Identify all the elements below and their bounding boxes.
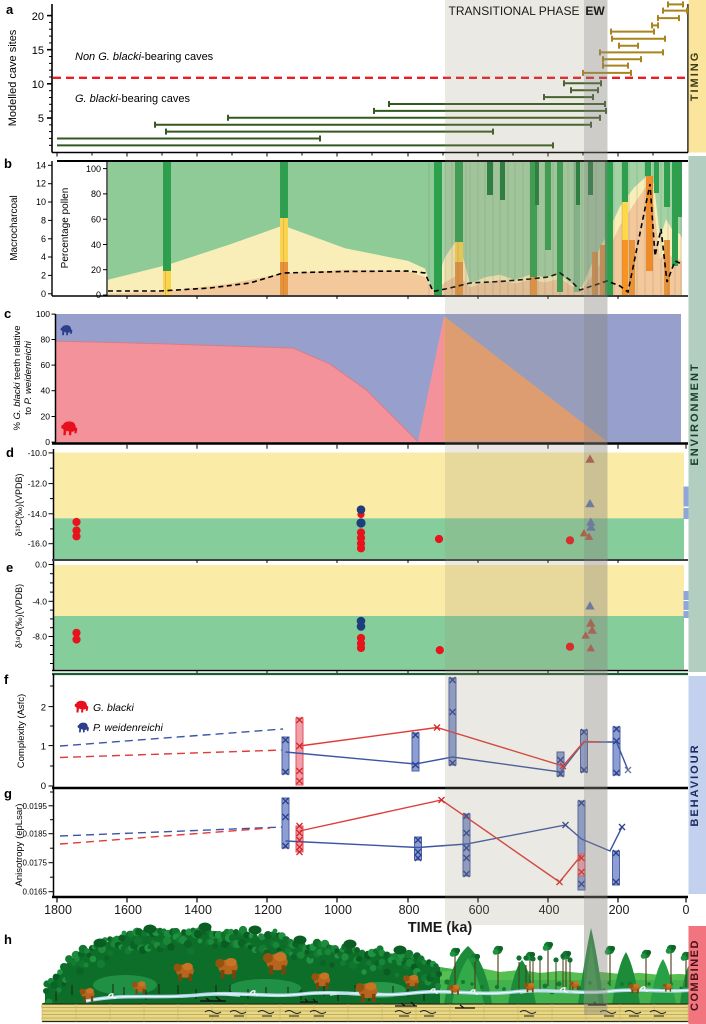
svg-text:0: 0 bbox=[96, 290, 101, 300]
svg-text:c: c bbox=[4, 306, 11, 321]
svg-text:800: 800 bbox=[399, 903, 420, 917]
svg-text:δ¹³C(‰)(VPDB): δ¹³C(‰)(VPDB) bbox=[14, 473, 24, 536]
svg-text:-14.0: -14.0 bbox=[28, 509, 48, 519]
svg-text:Anisotropy (epLsar): Anisotropy (epLsar) bbox=[14, 804, 25, 887]
svg-text:P. weidenreichi: P. weidenreichi bbox=[93, 722, 164, 734]
svg-text:20: 20 bbox=[91, 265, 101, 275]
svg-text:100: 100 bbox=[86, 164, 101, 174]
svg-text:-12.0: -12.0 bbox=[28, 479, 48, 489]
svg-text:f: f bbox=[4, 672, 9, 687]
svg-text:to P. weidenreichi: to P. weidenreichi bbox=[23, 340, 34, 415]
svg-text:12: 12 bbox=[36, 179, 46, 189]
svg-text:EW: EW bbox=[585, 4, 605, 18]
svg-text:G. blacki-bearing caves: G. blacki-bearing caves bbox=[75, 93, 190, 105]
svg-text:0: 0 bbox=[41, 781, 46, 792]
svg-text:6: 6 bbox=[41, 234, 46, 244]
svg-text:20: 20 bbox=[32, 11, 44, 23]
svg-text:d: d bbox=[6, 445, 14, 460]
svg-text:1000: 1000 bbox=[324, 903, 352, 917]
svg-text:0: 0 bbox=[45, 437, 50, 447]
svg-text:G. blacki: G. blacki bbox=[93, 702, 135, 714]
svg-text:Macrocharcoal: Macrocharcoal bbox=[9, 195, 20, 261]
svg-text:20: 20 bbox=[41, 412, 51, 422]
svg-text:0.0165: 0.0165 bbox=[23, 888, 48, 897]
svg-text:1200: 1200 bbox=[254, 903, 282, 917]
svg-text:80: 80 bbox=[91, 189, 101, 199]
svg-text:1400: 1400 bbox=[184, 903, 212, 917]
svg-text:5: 5 bbox=[38, 113, 44, 125]
svg-text:Modelled cave sites: Modelled cave sites bbox=[7, 29, 19, 126]
svg-text:0.0195: 0.0195 bbox=[23, 802, 48, 811]
svg-text:0.0175: 0.0175 bbox=[23, 859, 48, 868]
svg-text:-10.0: -10.0 bbox=[28, 448, 48, 458]
svg-text:e: e bbox=[6, 560, 13, 575]
svg-text:400: 400 bbox=[539, 903, 560, 917]
svg-text:δ¹⁸O(‰)(VPDB): δ¹⁸O(‰)(VPDB) bbox=[14, 584, 24, 648]
svg-text:14: 14 bbox=[36, 160, 46, 170]
svg-text:Complexity (Asfc): Complexity (Asfc) bbox=[16, 694, 27, 768]
svg-text:-4.0: -4.0 bbox=[32, 596, 47, 606]
svg-text:1600: 1600 bbox=[114, 903, 142, 917]
svg-text:ENVIRONMENT: ENVIRONMENT bbox=[689, 362, 701, 465]
svg-text:15: 15 bbox=[32, 45, 44, 57]
svg-text:0.0: 0.0 bbox=[35, 560, 47, 570]
svg-text:TIME (ka): TIME (ka) bbox=[408, 920, 473, 936]
svg-text:0.0185: 0.0185 bbox=[23, 830, 48, 839]
svg-text:2: 2 bbox=[41, 270, 46, 280]
svg-text:200: 200 bbox=[609, 903, 630, 917]
svg-text:10: 10 bbox=[32, 79, 44, 91]
svg-text:COMBINED: COMBINED bbox=[689, 939, 701, 1011]
svg-text:60: 60 bbox=[91, 215, 101, 225]
svg-text:1800: 1800 bbox=[44, 903, 72, 917]
svg-text:TRANSITIONAL PHASE: TRANSITIONAL PHASE bbox=[449, 4, 580, 18]
svg-text:40: 40 bbox=[91, 240, 101, 250]
svg-text:Percentage pollen: Percentage pollen bbox=[60, 188, 71, 269]
svg-text:0: 0 bbox=[683, 903, 690, 917]
svg-text:-16.0: -16.0 bbox=[28, 539, 48, 549]
svg-text:10: 10 bbox=[36, 197, 46, 207]
svg-text:a: a bbox=[6, 2, 14, 17]
svg-text:b: b bbox=[4, 156, 12, 171]
svg-text:100: 100 bbox=[36, 309, 50, 319]
svg-text:4: 4 bbox=[41, 252, 46, 262]
svg-text:80: 80 bbox=[41, 335, 51, 345]
svg-text:-8.0: -8.0 bbox=[32, 632, 47, 642]
svg-text:1: 1 bbox=[41, 742, 46, 753]
svg-text:g: g bbox=[4, 786, 12, 801]
svg-text:60: 60 bbox=[41, 360, 51, 370]
svg-text:40: 40 bbox=[41, 386, 51, 396]
svg-text:% G. blacki teeth relative: % G. blacki teeth relative bbox=[12, 325, 23, 430]
svg-text:BEHAVIOUR: BEHAVIOUR bbox=[689, 743, 701, 826]
svg-text:600: 600 bbox=[469, 903, 490, 917]
svg-text:0: 0 bbox=[41, 289, 46, 299]
svg-text:TIMING: TIMING bbox=[689, 51, 701, 102]
svg-text:h: h bbox=[4, 932, 12, 947]
svg-text:2: 2 bbox=[41, 703, 46, 714]
svg-text:Non G. blacki-bearing caves: Non G. blacki-bearing caves bbox=[75, 51, 214, 63]
svg-text:8: 8 bbox=[41, 215, 46, 225]
